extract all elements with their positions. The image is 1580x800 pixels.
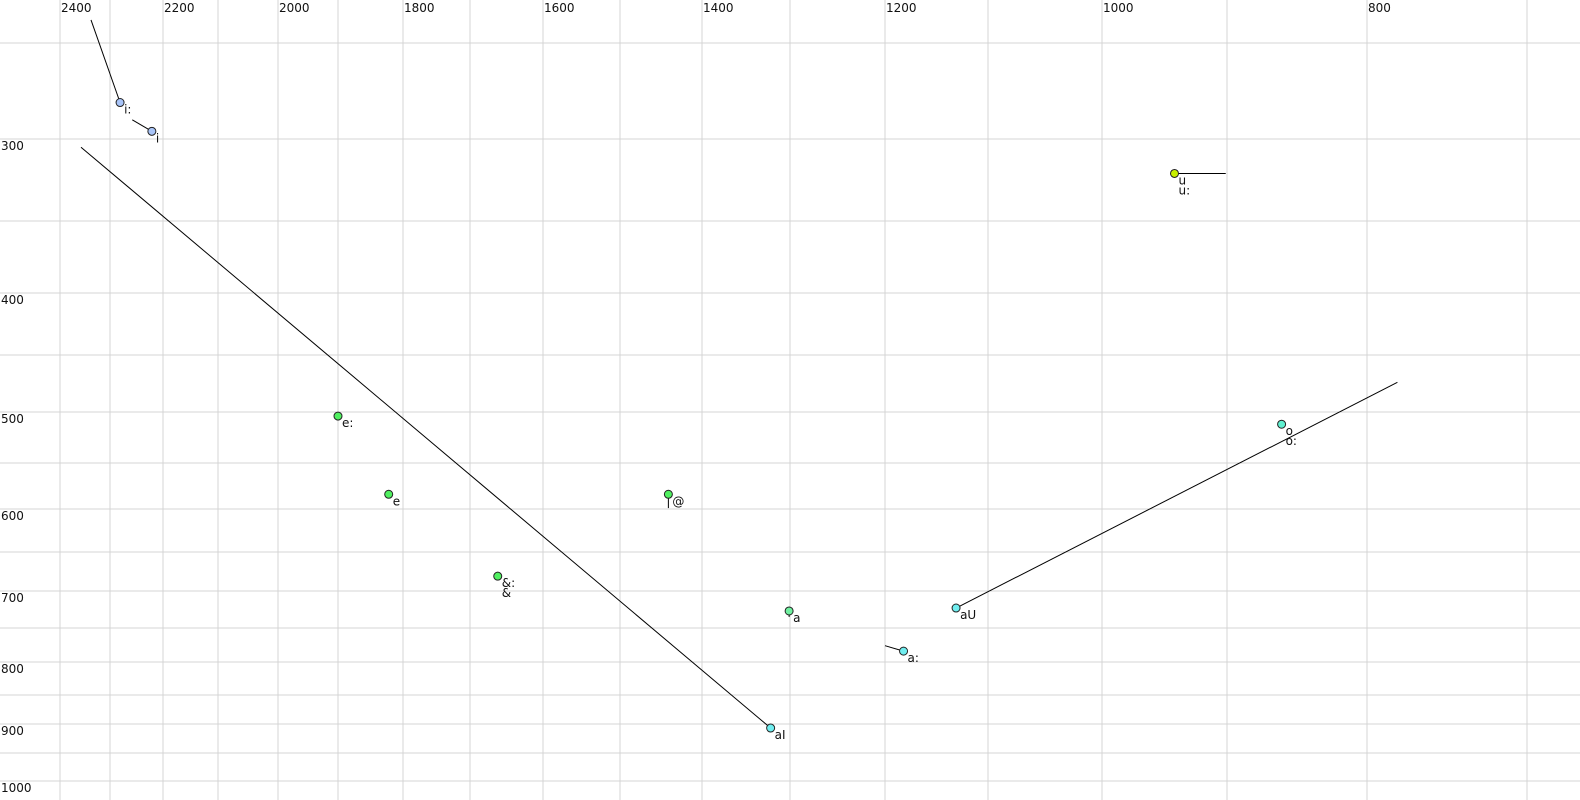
vowel-point: [1170, 168, 1179, 178]
y-tick-label: 1000: [1, 781, 32, 795]
vowel-label: &: [502, 586, 511, 600]
trajectory-line: [80, 146, 771, 729]
vowel-point: [147, 126, 157, 136]
vowel-label: aI: [775, 728, 786, 742]
vowel-point-group: i: [132, 119, 159, 145]
vowel-point: [384, 489, 394, 499]
vowel-label: u: [1179, 173, 1187, 187]
y-tick-label: 900: [1, 724, 24, 738]
vowel-label: i: [156, 131, 159, 145]
vowel-point-group: uu:: [1170, 168, 1226, 197]
trajectory-line: [955, 381, 1398, 609]
vowel-point-group: oo:: [1277, 419, 1297, 448]
vowel-label: i:: [124, 103, 131, 117]
vowel-point-group: aU: [951, 381, 1398, 622]
x-tick-label: 1000: [1103, 1, 1134, 15]
vowel-label: a: [793, 611, 800, 625]
vowel-point-group: i:: [90, 19, 131, 117]
tick-labels: 2400 2200 2000 1800 1600 1400 1200 1000 800 300 40…: [1, 1, 1391, 795]
vowel-label: o: [1286, 424, 1293, 438]
vowel-points: i: i uu: e: e @ &:& a a: aI aU oo:: [80, 19, 1398, 742]
x-tick-label: 2400: [61, 1, 92, 15]
x-tick-label: 1400: [703, 1, 734, 15]
vowel-label: a:: [908, 651, 919, 665]
vowel-label: u:: [1179, 183, 1191, 197]
vowel-point-group: a:: [884, 645, 919, 665]
y-tick-label: 600: [1, 509, 24, 523]
y-tick-label: 300: [1, 139, 24, 153]
vowel-point-group: e: [384, 489, 400, 508]
x-tick-label: 1600: [544, 1, 575, 15]
vowel-point: [115, 98, 125, 108]
vowel-label: e: [393, 494, 400, 508]
vowel-point-group: e:: [333, 411, 353, 430]
vowel-point: [899, 646, 909, 656]
x-tick-label: 1200: [886, 1, 917, 15]
y-tick-label: 400: [1, 293, 24, 307]
vowel-label: e:: [342, 416, 353, 430]
vowel-point: [1277, 419, 1287, 429]
trajectory-line: [90, 19, 121, 103]
y-tick-label: 500: [1, 412, 24, 426]
x-tick-label: 800: [1368, 1, 1391, 15]
vowel-point: [333, 411, 343, 421]
vowel-point: [766, 723, 776, 733]
vowel-point-group: &:&: [493, 571, 515, 600]
x-tick-label: 1800: [404, 1, 435, 15]
x-tick-label: 2200: [164, 1, 195, 15]
vowel-point: [663, 489, 673, 499]
vowel-point: [784, 606, 794, 616]
y-tick-label: 700: [1, 591, 24, 605]
vowel-point: [493, 571, 503, 581]
vowel-point-group: @: [663, 489, 684, 508]
vowel-label: &:: [502, 576, 515, 590]
vowel-label: aU: [960, 608, 976, 622]
vowel-label: o:: [1286, 434, 1297, 448]
vowel-label: @: [672, 494, 684, 508]
vowel-point-group: a: [784, 606, 800, 625]
y-tick-label: 800: [1, 662, 24, 676]
vowel-point: [951, 603, 961, 613]
x-tick-label: 2000: [279, 1, 310, 15]
vowel-point-group: aI: [80, 146, 786, 742]
